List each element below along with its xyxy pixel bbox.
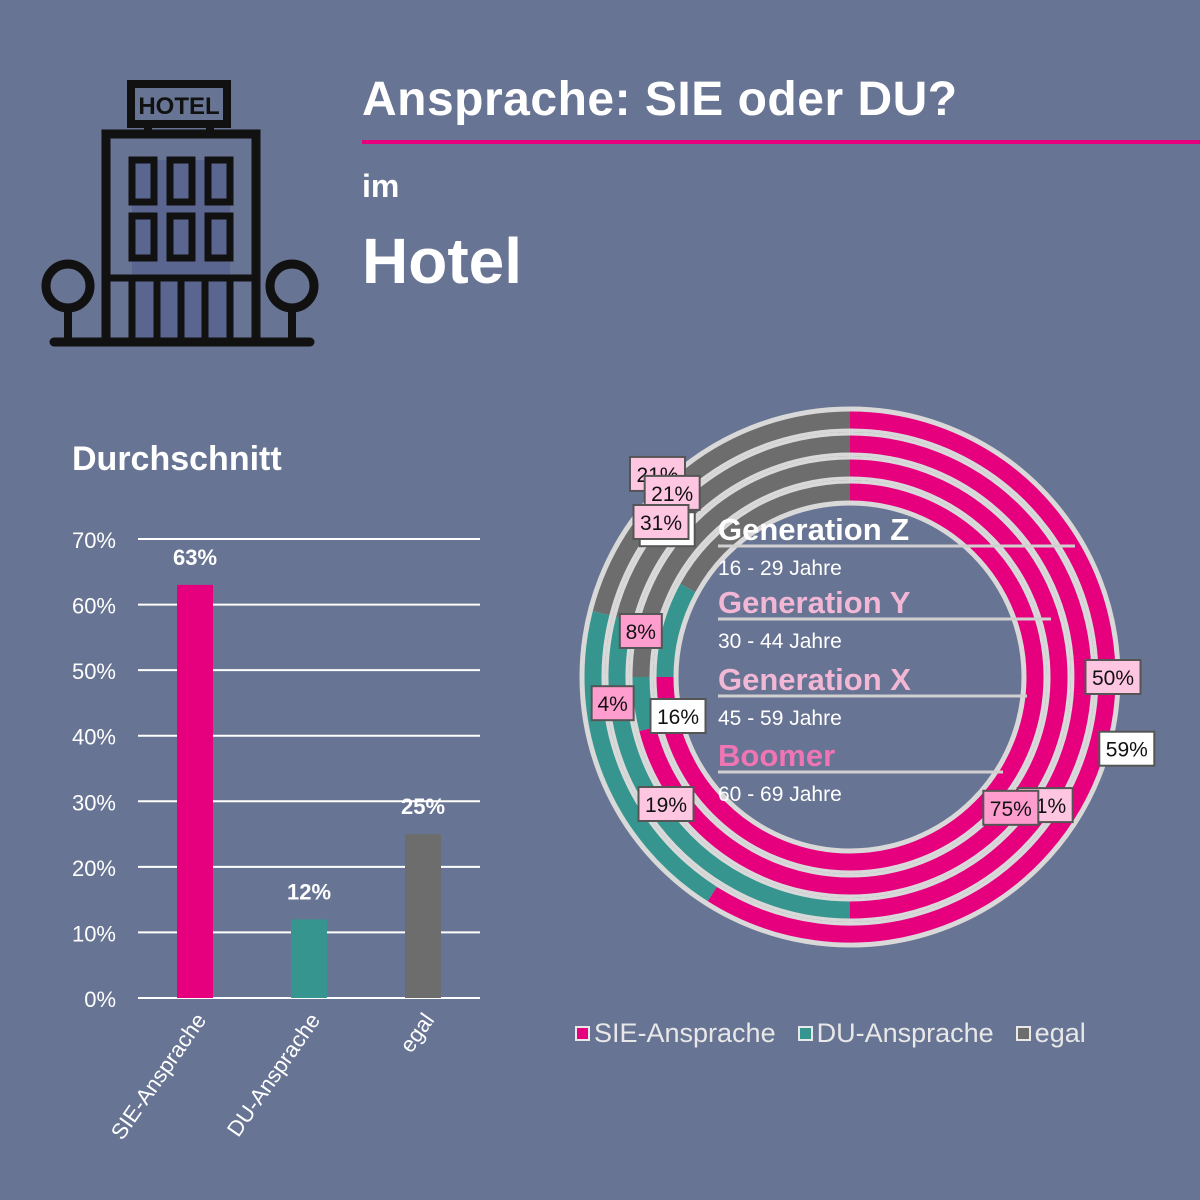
ring-segment xyxy=(849,435,1092,919)
generation-age-range: 45 - 59 Jahre xyxy=(718,707,842,730)
title-underline xyxy=(362,140,1200,144)
bar-chart-title: Durchschnitt xyxy=(72,440,282,478)
generation-name: Generation Z xyxy=(718,512,909,547)
ring-segment xyxy=(707,411,1116,943)
percent-label-box xyxy=(982,789,1040,826)
x-tick-label: DU-Ansprache xyxy=(222,1009,325,1142)
subtitle-prefix: im xyxy=(362,168,400,204)
bar xyxy=(291,919,327,998)
generation-age-range: 16 - 29 Jahre xyxy=(718,557,842,580)
legend-label: SIE-Ansprache xyxy=(594,1018,776,1048)
percent-label: 31% xyxy=(640,512,682,535)
bar xyxy=(405,834,441,998)
percent-label: 59% xyxy=(1106,739,1148,762)
y-tick-label: 40% xyxy=(72,725,116,750)
legend-item: SIE-Ansprache xyxy=(575,1018,776,1049)
percent-label-box xyxy=(649,698,707,734)
y-tick-label: 50% xyxy=(72,659,116,684)
legend-item: DU-Ansprache xyxy=(797,1018,994,1049)
generation-age-range: 30 - 44 Jahre xyxy=(718,630,842,653)
percent-label: 19% xyxy=(645,794,687,817)
percent-label-box xyxy=(618,612,663,649)
y-tick-label: 20% xyxy=(72,856,116,881)
ring-segment xyxy=(584,610,717,902)
legend-label: egal xyxy=(1034,1018,1086,1048)
bar-value-label: 25% xyxy=(401,794,445,819)
percent-label: 16% xyxy=(657,706,699,729)
ring-segment xyxy=(656,583,696,678)
generation-name: Generation Y xyxy=(718,585,911,620)
bar xyxy=(177,584,213,998)
percent-label: 4% xyxy=(597,693,627,716)
percent-label-box xyxy=(1098,730,1156,767)
percent-label: 8% xyxy=(626,621,656,644)
ring-segment xyxy=(680,483,851,593)
percent-label-box xyxy=(590,685,635,722)
hotel-building-icon: HOTEL xyxy=(41,80,319,347)
y-tick-label: 10% xyxy=(72,921,116,946)
legend-swatch xyxy=(575,1026,590,1041)
bar-value-label: 63% xyxy=(173,545,217,570)
subtitle-main: Hotel xyxy=(362,225,522,297)
percent-label: 50% xyxy=(1092,667,1134,690)
y-tick-label: 60% xyxy=(72,594,116,619)
ring-segment xyxy=(592,411,851,616)
legend-label: DU-Ansprache xyxy=(816,1018,994,1048)
percent-label-box xyxy=(632,504,690,540)
y-tick-label: 70% xyxy=(72,528,116,553)
ring-segment xyxy=(632,676,656,732)
percent-label: 75% xyxy=(990,798,1032,821)
generation-name: Generation X xyxy=(718,662,911,697)
y-tick-label: 0% xyxy=(84,987,116,1012)
legend-swatch xyxy=(1015,1026,1031,1041)
bar-chart: 0% 10% 20% 30% 40% 50% 60% 70% 63% SIE-Ansprache 1… xyxy=(72,528,480,1145)
legend-item: egal xyxy=(1015,1018,1086,1049)
legend-swatch xyxy=(797,1026,813,1041)
percent-label: 21% xyxy=(651,483,693,506)
percent-label-box xyxy=(637,786,695,822)
hotel-sign-text: HOTEL xyxy=(138,93,219,120)
y-tick-label: 30% xyxy=(72,790,116,815)
generation-age-range: 60 - 69 Jahre xyxy=(718,783,842,806)
donut-chart: Generation Z 16 - 29 Jahre Generation Y 30 … xyxy=(579,406,1156,948)
legend: SIE-Ansprache DU-Ansprache egal xyxy=(575,1018,1086,1049)
ring-segment xyxy=(616,435,851,622)
generation-name: Boomer xyxy=(718,738,835,773)
x-tick-label: egal xyxy=(395,1009,439,1057)
percent-label-box xyxy=(1084,659,1142,695)
page-title: Ansprache: SIE oder DU? xyxy=(362,73,958,126)
ring-segment xyxy=(656,483,1044,871)
x-tick-label: SIE-Ansprache xyxy=(106,1009,211,1145)
bar-value-label: 12% xyxy=(287,879,331,904)
